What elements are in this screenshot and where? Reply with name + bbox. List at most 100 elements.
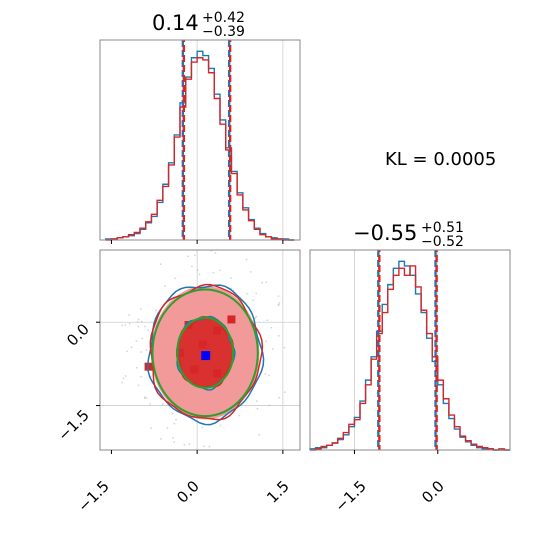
- joint-x-tick-label: 1.5: [263, 477, 293, 507]
- sample-point: [140, 351, 143, 353]
- sample-point: [277, 304, 280, 306]
- sample-point: [137, 318, 140, 321]
- sample-point: [137, 384, 140, 387]
- sample-point: [124, 375, 127, 377]
- sample-point: [246, 292, 248, 295]
- sample-point: [166, 427, 169, 429]
- marginal-y-panel: [309, 249, 511, 454]
- title-upper: +0.51: [421, 220, 464, 236]
- marginal-y-x-tick-label: −1.5: [331, 477, 369, 515]
- contour-green-inner: [176, 316, 235, 389]
- contour-red-outer: [149, 283, 264, 421]
- sample-point: [277, 295, 280, 298]
- sample-point: [126, 350, 129, 353]
- peak-marker: [201, 351, 211, 361]
- sample-point: [145, 397, 148, 399]
- sample-point: [201, 426, 204, 429]
- sample-point: [266, 319, 269, 322]
- sample-point: [277, 334, 280, 337]
- panel-frame: [99, 39, 301, 241]
- sample-point: [145, 349, 148, 351]
- sample-point: [122, 377, 125, 380]
- sample-point: [196, 269, 199, 272]
- sample-point: [191, 265, 193, 268]
- sample-point: [245, 258, 248, 261]
- sample-point: [219, 424, 222, 427]
- sample-point: [255, 292, 258, 295]
- sample-marker: [176, 348, 184, 357]
- marginal-y-x-tick-label: 0.0: [418, 477, 448, 507]
- contour-green-outer: [151, 288, 259, 418]
- sample-point: [140, 375, 143, 378]
- sample-point: [159, 263, 162, 266]
- sample-point: [219, 269, 221, 272]
- title-lower: −0.39: [202, 24, 245, 40]
- panel-frame: [99, 249, 301, 451]
- title-lower: −0.52: [421, 234, 464, 250]
- sample-point: [124, 324, 127, 327]
- sample-point: [252, 299, 255, 302]
- sample-point: [130, 346, 133, 349]
- sample-marker: [190, 365, 199, 374]
- sample-point: [186, 255, 189, 258]
- sample-point: [208, 445, 211, 448]
- sample-point: [143, 397, 146, 400]
- sample-point: [147, 329, 150, 332]
- title-upper: +0.42: [202, 10, 245, 26]
- sample-point: [256, 407, 259, 410]
- contour-blue-outer: [146, 284, 265, 426]
- sample-point: [161, 403, 164, 406]
- sample-point: [141, 337, 144, 340]
- sample-marker: [227, 315, 236, 324]
- sample-point: [270, 326, 273, 329]
- title-median: 0.14: [152, 11, 199, 35]
- sample-point: [198, 273, 201, 276]
- sample-point: [255, 400, 258, 403]
- sample-point: [255, 315, 258, 318]
- sample-point: [254, 317, 257, 319]
- sample-point: [135, 340, 138, 342]
- sample-point: [265, 281, 268, 284]
- joint-x-tick-label: 0.0: [173, 477, 203, 507]
- histogram-red: [105, 57, 295, 241]
- sample-point: [137, 325, 140, 328]
- sample-point: [128, 322, 131, 325]
- sample-point: [171, 412, 174, 415]
- sample-point: [164, 285, 166, 288]
- sample-point: [202, 445, 205, 448]
- marginal-y-title: −0.55 +0.51 −0.52: [353, 220, 464, 250]
- joint-panel: [96, 249, 301, 454]
- sample-point: [121, 381, 123, 384]
- sample-marker: [198, 340, 207, 349]
- sample-point: [136, 320, 139, 323]
- marginal-x-panel: [99, 39, 301, 244]
- title-median: −0.55: [353, 221, 417, 245]
- sample-point: [271, 348, 274, 351]
- sample-point: [278, 396, 281, 399]
- sample-point: [229, 277, 232, 279]
- sample-point: [135, 366, 138, 369]
- sample-point: [175, 418, 177, 421]
- sample-point: [283, 391, 286, 394]
- joint-y-tick-label: 0.0: [63, 320, 93, 350]
- sample-point: [149, 402, 151, 405]
- sample-point: [140, 320, 143, 323]
- sample-point: [188, 443, 191, 446]
- histogram-red: [310, 265, 510, 451]
- sample-point: [128, 314, 130, 316]
- sample-point: [214, 252, 217, 255]
- sample-point: [278, 302, 281, 304]
- sample-point: [172, 436, 174, 439]
- sample-point: [174, 277, 176, 280]
- marginal-x-title: 0.14 +0.42 −0.39: [152, 10, 245, 40]
- sample-point: [173, 422, 176, 425]
- kl-label: KL = 0.0005: [385, 149, 496, 170]
- sample-point: [194, 254, 196, 257]
- panel-frame: [309, 249, 511, 451]
- histogram-blue: [309, 260, 510, 451]
- joint-y-tick-label: −1.5: [54, 406, 92, 444]
- sample-point: [173, 441, 176, 443]
- histogram-blue: [105, 50, 295, 241]
- sample-point: [261, 281, 264, 284]
